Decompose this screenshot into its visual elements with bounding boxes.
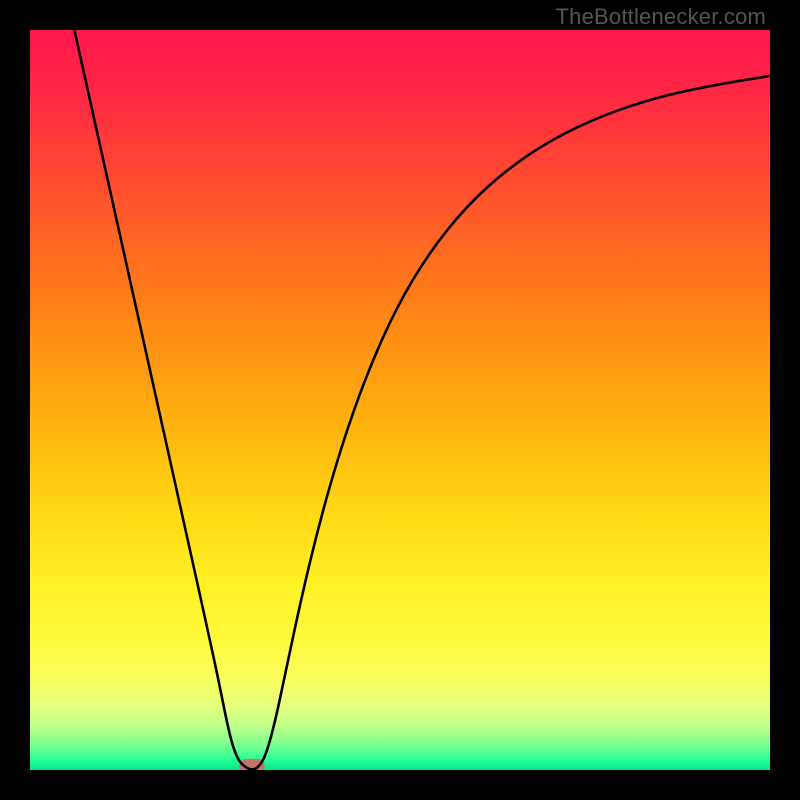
watermark-text: TheBottlenecker.com: [556, 4, 766, 30]
gradient-background: [30, 30, 770, 770]
gradient-curve-chart: [30, 30, 770, 770]
chart-frame: TheBottlenecker.com: [0, 0, 800, 800]
plot-area: [30, 30, 770, 770]
